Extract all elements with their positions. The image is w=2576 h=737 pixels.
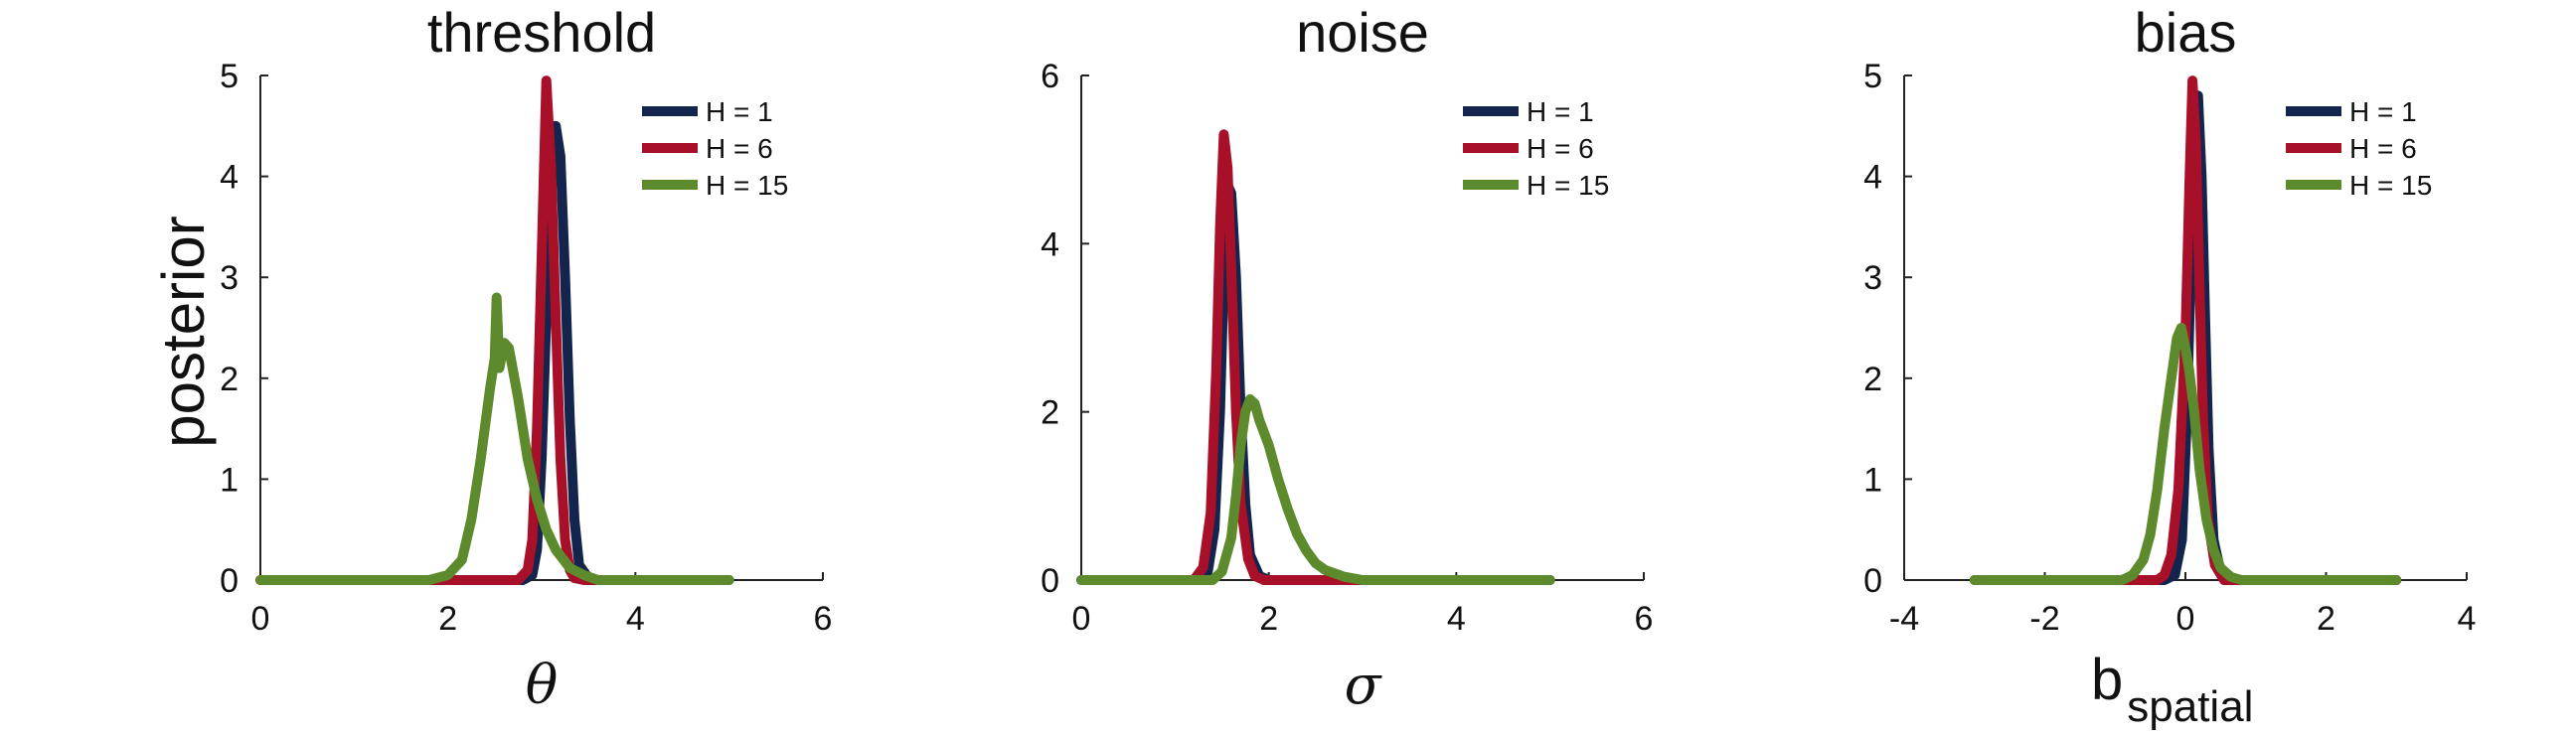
chart-title: bias [2135,1,2237,64]
legend-label: H = 6 [706,133,773,164]
y-tick-label: 2 [1041,394,1059,432]
x-tick-label: 2 [1259,600,1278,638]
panel-noise: 0 2 4 6 0 2 4 6 noise σ H = 1 H = 6 H = 15 [1041,1,1653,716]
legend-label: H = 15 [1527,170,1609,201]
series-line-h-15 [1969,323,2402,585]
x-tick-label: 0 [251,600,270,638]
x-tick-label: 6 [1635,600,1654,638]
chart-title: noise [1296,1,1429,64]
x-tick-label: 6 [814,600,833,638]
series-line-h-15 [255,292,734,585]
legend-label: H = 15 [2349,170,2432,201]
x-axis-label: bspatial [2091,648,2253,731]
x-tick-label: -2 [2029,600,2059,638]
x-tick-label: 4 [2458,600,2477,638]
series-line-h-6 [255,75,734,585]
series-line-h-6 [1076,129,1555,585]
x-tick-label: 2 [438,600,457,638]
y-tick-label: 4 [1863,159,1882,197]
y-tick-label: 5 [1863,58,1882,95]
panel-threshold: 0 2 4 6 0 1 2 3 4 5 threshold posterior θ H = 1 H = 6 H… [150,1,832,716]
y-tick-label: 0 [1863,562,1882,600]
panel-bias: -4 -2 0 2 4 0 1 2 3 4 5 bias bspatial H = 1 H = 6 H = 1… [1863,1,2476,731]
legend-label: H = 15 [706,170,788,201]
y-tick-label: 1 [1863,461,1882,499]
x-axis-label: σ [1345,654,1383,716]
x-tick-label: 2 [2317,600,2335,638]
legend-label: H = 6 [1527,133,1594,164]
x-axis-label-main: b [2091,648,2123,712]
legend-label: H = 1 [2349,96,2417,127]
series-line-h-1 [1076,180,1555,585]
x-axis-label: θ [526,654,559,716]
x-tick-label: 4 [1447,600,1466,638]
x-axis-label-subscript: spatial [2127,682,2253,731]
y-tick-label: 3 [1863,259,1882,297]
y-tick-label: 1 [220,461,239,499]
y-tick-label: 0 [1041,562,1059,600]
y-tick-label: 2 [1863,361,1882,398]
y-tick-label: 3 [220,259,239,297]
legend-label: H = 6 [2349,133,2417,164]
y-tick-label: 0 [220,562,239,600]
y-tick-label: 4 [220,159,239,197]
y-tick-label: 4 [1041,225,1059,263]
series-line-h-15 [1076,394,1555,585]
legend-label: H = 1 [706,96,773,127]
x-tick-label: -4 [1889,600,1919,638]
x-tick-label: 4 [626,600,645,638]
legend-label: H = 1 [1527,96,1594,127]
x-tick-label: 0 [2176,600,2195,638]
x-tick-label: 0 [1072,600,1091,638]
y-tick-label: 2 [220,361,239,398]
y-tick-label: 5 [220,58,239,95]
chart-title: threshold [427,1,656,64]
y-axis-label: posterior [150,216,217,447]
y-tick-label: 6 [1041,58,1059,95]
